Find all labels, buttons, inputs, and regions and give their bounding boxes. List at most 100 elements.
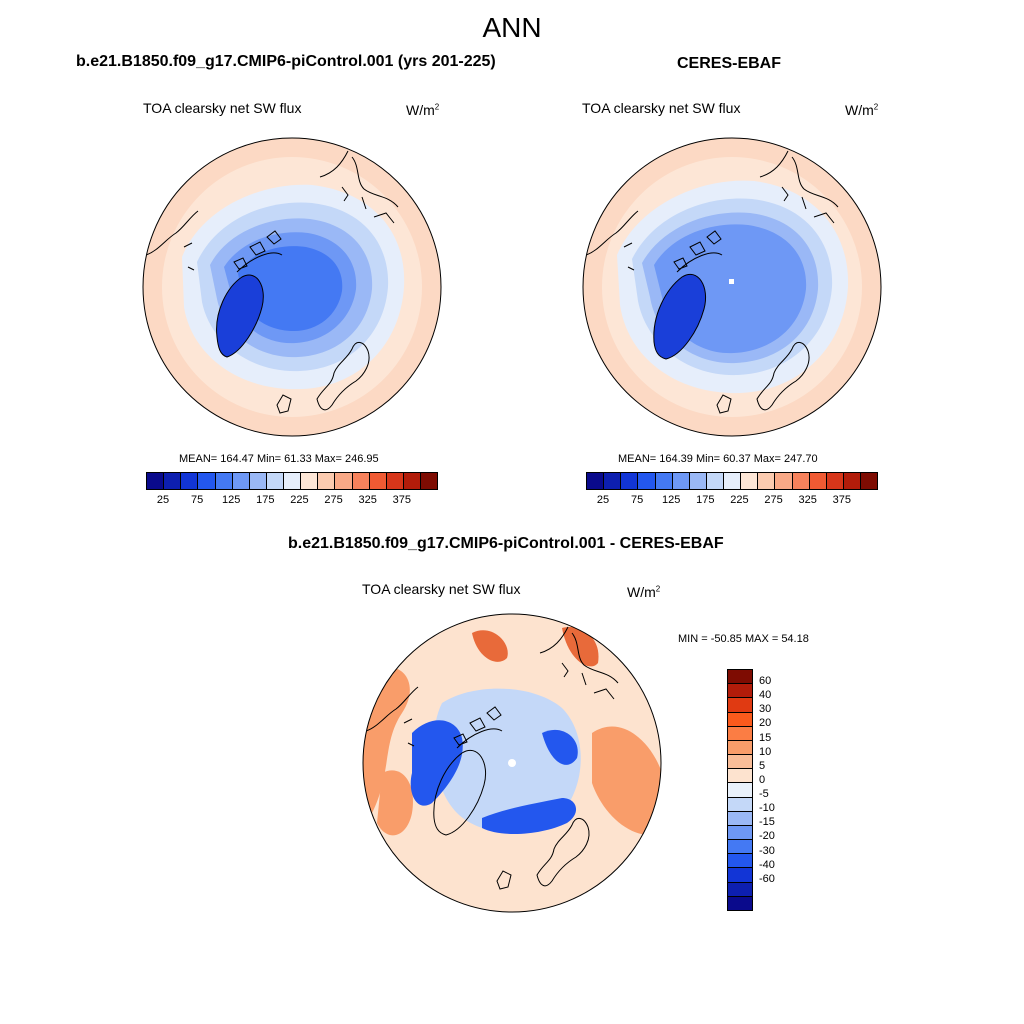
colorbar-swatch xyxy=(724,473,742,489)
colorbar-swatch xyxy=(181,473,199,489)
colorbar-tick-label: 375 xyxy=(392,494,411,506)
colorbar-tick-label: 20 xyxy=(759,717,772,730)
colorbar-swatch xyxy=(728,783,752,798)
colorbar-tick-label: 375 xyxy=(832,494,851,506)
diff-variable-label: TOA clearsky net SW flux xyxy=(362,581,521,597)
colorbar-swatch xyxy=(728,868,752,883)
model-variable-label: TOA clearsky net SW flux xyxy=(143,100,302,116)
colorbar-swatch xyxy=(706,473,724,489)
model-colorbar xyxy=(146,472,438,490)
colorbar-swatch xyxy=(215,473,233,489)
colorbar-tick-label: 60 xyxy=(759,675,772,688)
colorbar-swatch xyxy=(843,473,861,489)
colorbar-swatch xyxy=(621,473,639,489)
colorbar-swatch xyxy=(728,882,752,897)
colorbar-tick-label: 275 xyxy=(324,494,343,506)
colorbar-swatch xyxy=(728,684,752,699)
colorbar-swatch xyxy=(386,473,404,489)
colorbar-swatch xyxy=(284,473,302,489)
colorbar-tick-label: 25 xyxy=(596,494,610,506)
obs-colorbar xyxy=(586,472,878,490)
colorbar-swatch xyxy=(826,473,844,489)
colorbar-tick-label: 175 xyxy=(696,494,715,506)
colorbar-swatch xyxy=(728,840,752,855)
model-stats: MEAN= 164.47 Min= 61.33 Max= 246.95 xyxy=(179,453,379,465)
model-panel-title: b.e21.B1850.f09_g17.CMIP6-piControl.001 … xyxy=(76,53,496,70)
colorbar-tick-label: 75 xyxy=(630,494,644,506)
figure-title: ANN xyxy=(482,12,542,43)
diff-colorbar xyxy=(727,669,753,911)
colorbar-tick-label: 125 xyxy=(662,494,681,506)
obs-polar-map xyxy=(582,137,882,437)
diff-polar-map xyxy=(362,613,662,913)
colorbar-swatch xyxy=(758,473,776,489)
colorbar-swatch xyxy=(164,473,182,489)
colorbar-swatch xyxy=(318,473,336,489)
colorbar-swatch xyxy=(672,473,690,489)
colorbar-tick-label: -5 xyxy=(759,788,769,801)
colorbar-tick-label: 40 xyxy=(759,689,772,702)
diff-panel-title: b.e21.B1850.f09_g17.CMIP6-piControl.001 … xyxy=(288,535,724,552)
colorbar-tick-label: -30 xyxy=(759,844,775,857)
colorbar-tick-label: 325 xyxy=(798,494,817,506)
colorbar-swatch xyxy=(587,473,605,489)
colorbar-swatch xyxy=(809,473,827,489)
colorbar-tick-label: 325 xyxy=(358,494,377,506)
colorbar-swatch xyxy=(689,473,707,489)
colorbar-tick-label: 225 xyxy=(730,494,749,506)
colorbar-swatch xyxy=(147,473,165,489)
colorbar-swatch xyxy=(369,473,387,489)
colorbar-swatch xyxy=(335,473,353,489)
colorbar-swatch xyxy=(728,698,752,713)
diff-stats: MIN = -50.85 MAX = 54.18 xyxy=(678,633,809,645)
colorbar-swatch xyxy=(198,473,216,489)
diff-units-label: W/m2 xyxy=(627,584,661,600)
colorbar-swatch xyxy=(352,473,370,489)
colorbar-swatch xyxy=(741,473,759,489)
colorbar-tick-label: -40 xyxy=(759,858,775,871)
model-polar-map xyxy=(142,137,442,437)
colorbar-tick-label: 25 xyxy=(156,494,170,506)
colorbar-swatch xyxy=(728,726,752,741)
colorbar-swatch xyxy=(728,755,752,770)
colorbar-swatch xyxy=(728,670,752,685)
colorbar-swatch xyxy=(232,473,250,489)
colorbar-swatch xyxy=(728,740,752,756)
colorbar-swatch xyxy=(728,797,752,812)
colorbar-swatch xyxy=(728,825,752,841)
colorbar-tick-label: 225 xyxy=(290,494,309,506)
colorbar-tick-label: 125 xyxy=(222,494,241,506)
colorbar-swatch xyxy=(301,473,319,489)
colorbar-swatch xyxy=(861,473,878,489)
colorbar-swatch xyxy=(604,473,622,489)
colorbar-swatch xyxy=(266,473,284,489)
obs-variable-label: TOA clearsky net SW flux xyxy=(582,100,741,116)
colorbar-swatch xyxy=(728,769,752,784)
colorbar-swatch xyxy=(421,473,438,489)
colorbar-tick-label: 75 xyxy=(190,494,204,506)
colorbar-swatch xyxy=(775,473,793,489)
colorbar-tick-label: 15 xyxy=(759,731,772,744)
obs-stats: MEAN= 164.39 Min= 60.37 Max= 247.70 xyxy=(618,453,818,465)
colorbar-tick-label: -60 xyxy=(759,872,775,885)
colorbar-swatch xyxy=(638,473,656,489)
colorbar-tick-label: 5 xyxy=(759,759,766,772)
obs-units-label: W/m2 xyxy=(845,102,879,118)
colorbar-tick-label: 275 xyxy=(764,494,783,506)
colorbar-swatch xyxy=(792,473,810,489)
model-units-label: W/m2 xyxy=(406,102,440,118)
colorbar-tick-label: 0 xyxy=(759,773,766,786)
colorbar-swatch xyxy=(728,811,752,826)
colorbar-swatch xyxy=(728,854,752,869)
obs-panel-title: CERES-EBAF xyxy=(677,55,782,72)
colorbar-tick-label: -10 xyxy=(759,802,775,815)
colorbar-tick-label: -20 xyxy=(759,830,775,843)
colorbar-tick-label: 10 xyxy=(759,745,772,758)
colorbar-swatch xyxy=(728,712,752,727)
colorbar-swatch xyxy=(403,473,421,489)
colorbar-tick-label: 175 xyxy=(256,494,275,506)
colorbar-swatch xyxy=(249,473,267,489)
colorbar-swatch xyxy=(655,473,673,489)
colorbar-tick-label: 30 xyxy=(759,703,772,716)
colorbar-swatch xyxy=(728,896,752,910)
